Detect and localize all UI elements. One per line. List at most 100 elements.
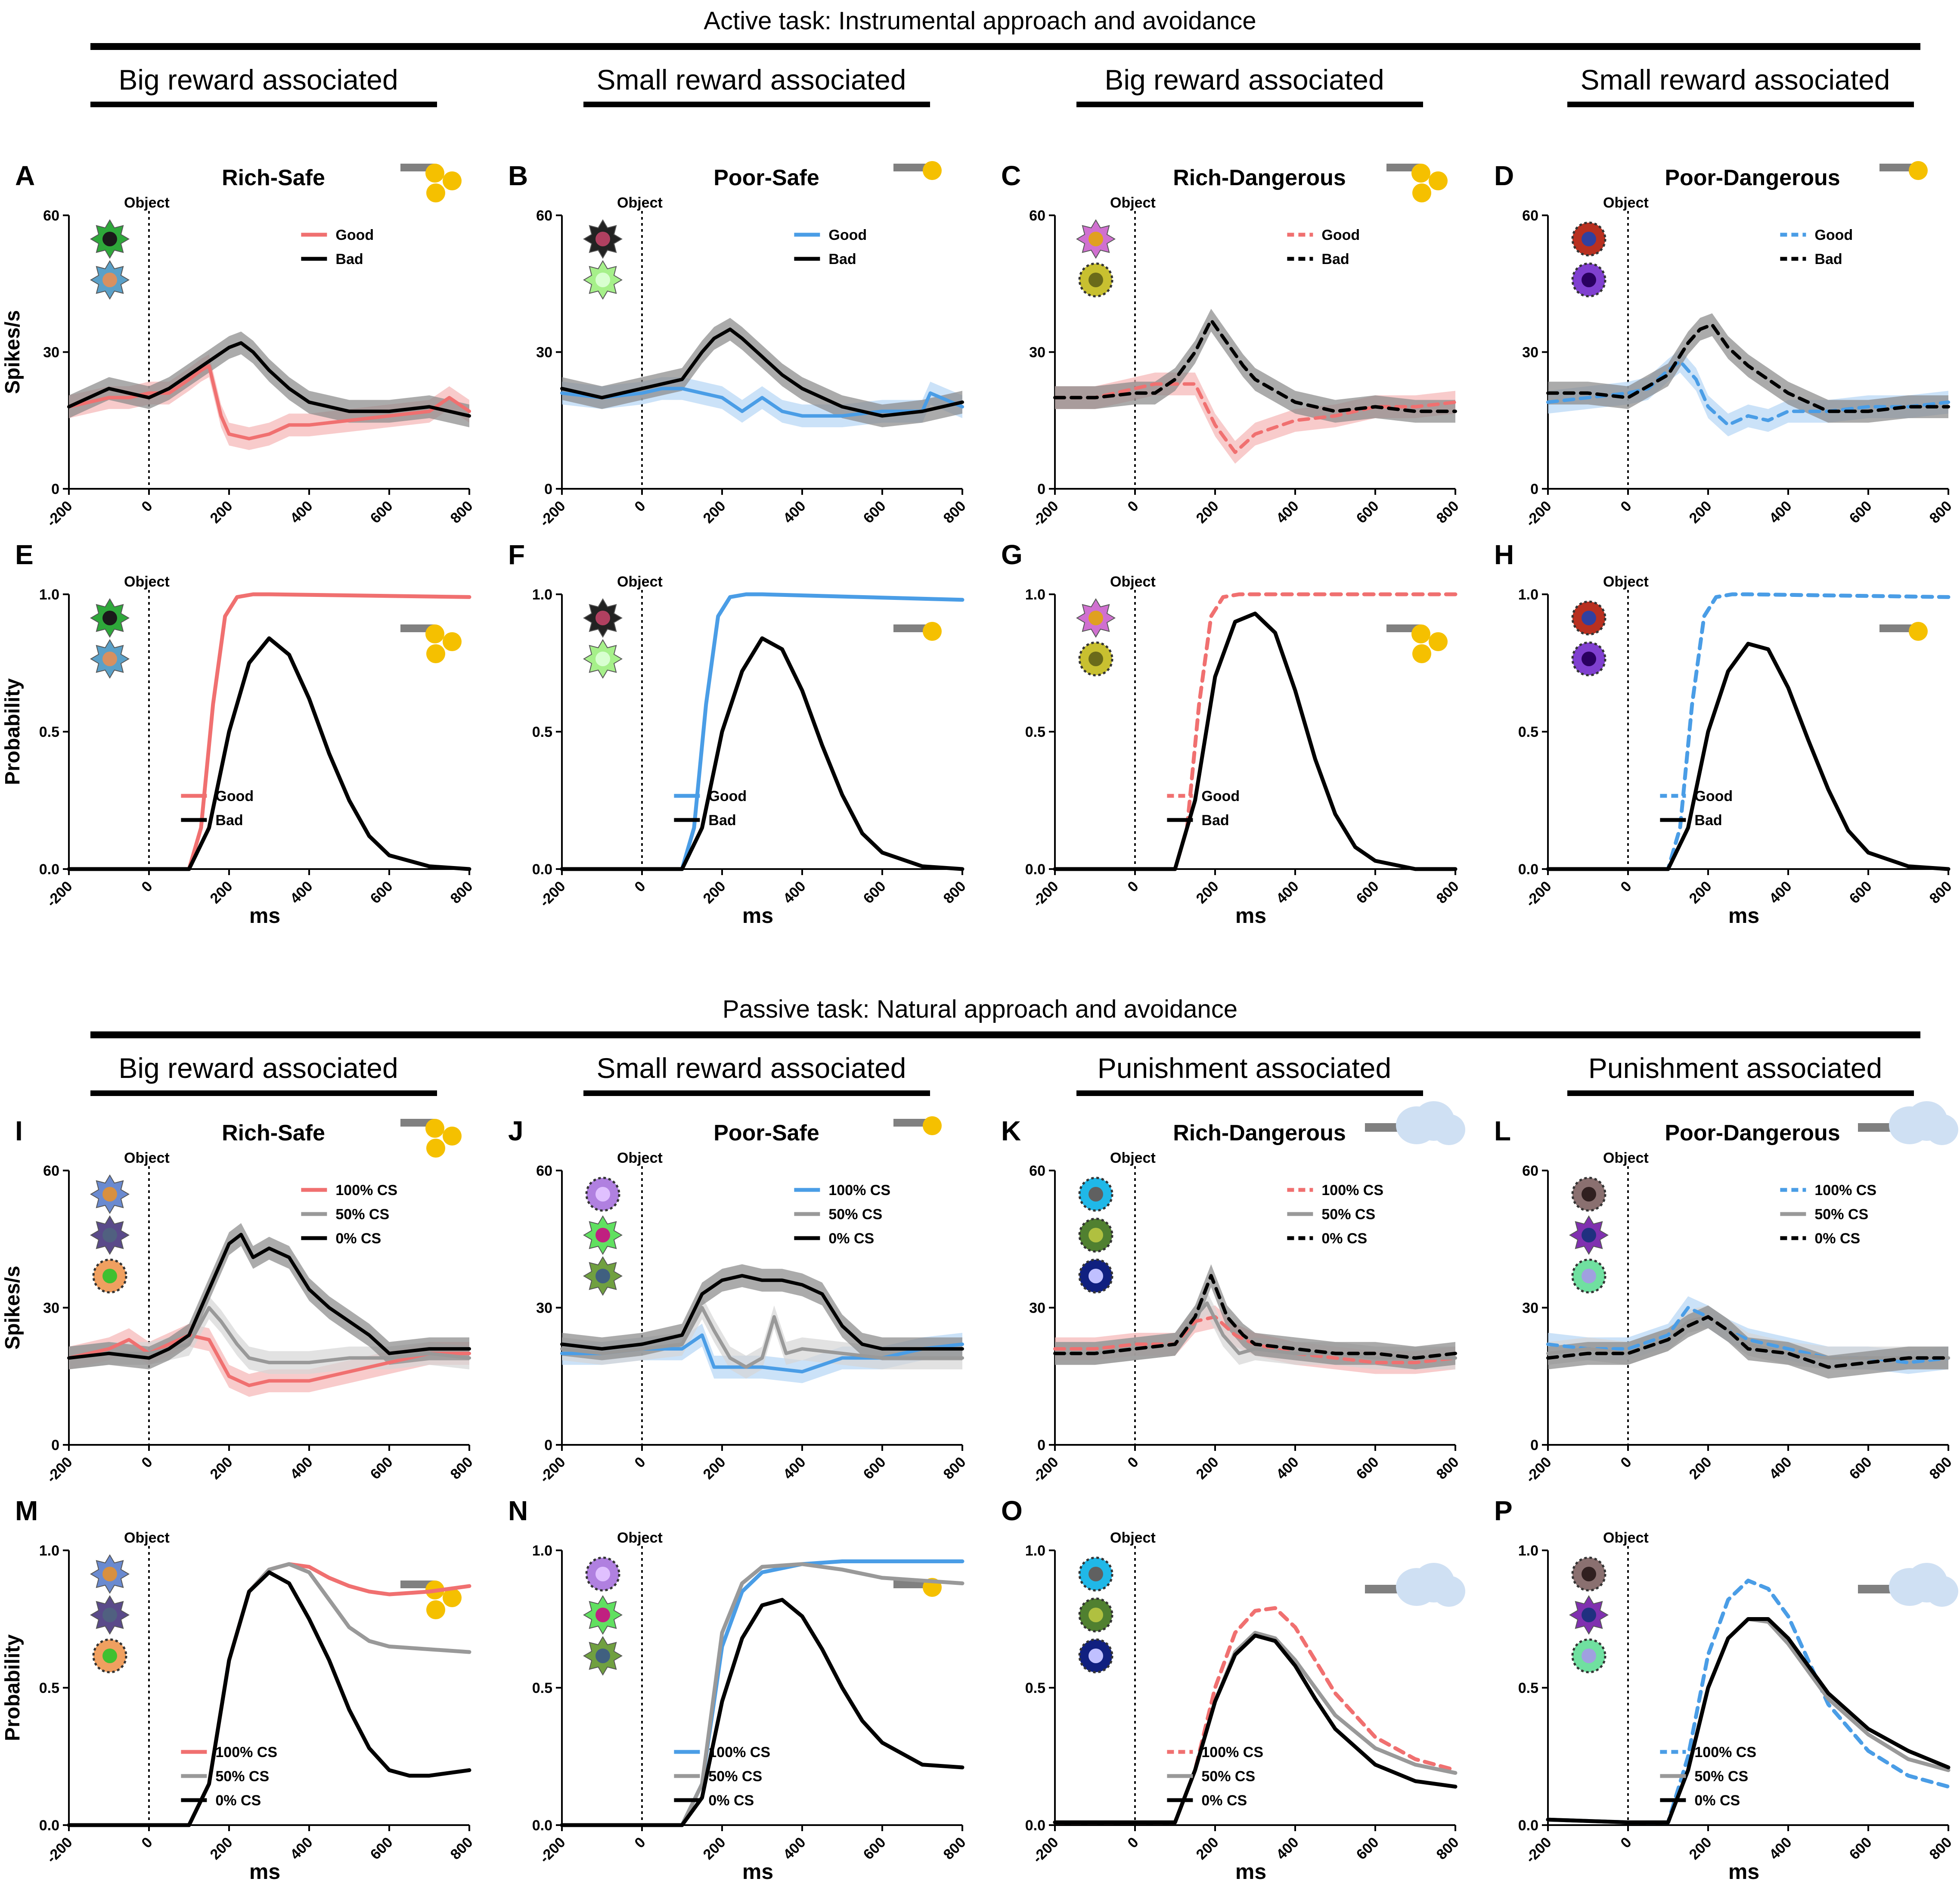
coin-icon xyxy=(1909,622,1928,641)
panel-letter: D xyxy=(1494,160,1514,191)
active-header-rule xyxy=(90,43,1920,50)
x-tick-label: 800 xyxy=(940,1834,969,1863)
y-tick-label: 60 xyxy=(1522,208,1538,224)
panel-P: P 0.0 0.5 1.0 -200 0 200 400 600 800 Object ms 100% … xyxy=(1494,1495,1958,1884)
panel-letter: L xyxy=(1494,1115,1511,1146)
panel-E: E 0.0 0.5 1.0 -200 0 200 400 600 800 Object Probabi… xyxy=(1,539,476,928)
airpuff-outcome-icon xyxy=(1858,1101,1958,1145)
stimulus-fractal-icon xyxy=(583,1595,623,1635)
fractal-core xyxy=(102,1649,117,1663)
fractal-core xyxy=(595,232,610,246)
fractal-core xyxy=(102,1608,117,1622)
x-tick-label: 0 xyxy=(1617,878,1634,895)
panel-letter: G xyxy=(1001,539,1023,570)
y-tick-label: 0.0 xyxy=(39,861,59,878)
x-tick-label: 400 xyxy=(780,498,809,527)
passive-header-rule xyxy=(90,1031,1920,1038)
y-tick-label: 0.0 xyxy=(39,1817,59,1834)
x-tick-label: -200 xyxy=(1030,1834,1062,1866)
stimulus-fractal-icon xyxy=(90,639,130,679)
y-tick-label: 0.0 xyxy=(532,861,552,878)
object-onset-label: Object xyxy=(1110,195,1156,211)
x-tick-label: -200 xyxy=(1030,878,1062,910)
x-axis-label: ms xyxy=(249,904,280,928)
x-tick-label: 600 xyxy=(860,1454,889,1483)
active-sub-header-3: Big reward associated xyxy=(1104,64,1384,96)
y-tick-label: 0.5 xyxy=(39,1680,59,1696)
y-tick-label: 0 xyxy=(51,481,59,497)
x-tick-label: -200 xyxy=(43,1834,76,1866)
y-tick-label: 0 xyxy=(51,1437,59,1453)
legend: 100% CS 50% CS 0% CS xyxy=(794,1182,890,1247)
legend-label: Good xyxy=(335,227,374,243)
active-sub-header-rule-2 xyxy=(583,102,930,107)
coin-icon xyxy=(426,1600,445,1619)
x-tick-label: 200 xyxy=(207,1454,236,1483)
x-tick-label: -200 xyxy=(1523,878,1555,910)
object-onset-label: Object xyxy=(617,1150,663,1166)
coin-icon xyxy=(426,183,445,202)
object-onset-label: Object xyxy=(1603,1150,1649,1166)
legend-label: 100% CS xyxy=(828,1182,890,1199)
legend: 100% CS 50% CS 0% CS xyxy=(181,1744,277,1809)
x-tick-label: 0 xyxy=(1124,1454,1141,1471)
legend-label: 0% CS xyxy=(1694,1792,1740,1809)
outcome-bar xyxy=(893,164,928,171)
coin-icon xyxy=(443,1588,462,1607)
legend-label: 50% CS xyxy=(1201,1768,1255,1785)
fractal-core xyxy=(1089,232,1103,246)
x-tick-label: 800 xyxy=(1926,1454,1955,1483)
fractal-core xyxy=(595,1567,610,1581)
cloud-puff xyxy=(1433,1114,1465,1145)
legend-label: 0% CS xyxy=(1201,1792,1247,1809)
legend-label: 50% CS xyxy=(1694,1768,1748,1785)
y-tick-label: 30 xyxy=(43,1300,59,1317)
fractal-core xyxy=(102,1187,117,1202)
series-line-good xyxy=(1546,592,1951,871)
x-tick-label: -200 xyxy=(537,1454,569,1486)
x-tick-label: 0 xyxy=(138,498,155,515)
coin-icon xyxy=(425,624,444,643)
stimulus-fractal-icon xyxy=(1078,262,1113,298)
object-onset-label: Object xyxy=(1110,1530,1156,1546)
coin-icon xyxy=(1412,183,1431,202)
stimulus-fractal-icon xyxy=(90,1174,130,1214)
legend-label: 100% CS xyxy=(215,1744,277,1761)
series-line-50-cs xyxy=(67,1562,471,1827)
stimulus-fractal-icon xyxy=(1569,1215,1609,1255)
x-tick-label: 600 xyxy=(1846,1834,1875,1863)
x-tick-label: -200 xyxy=(537,1834,569,1866)
x-tick-label: 600 xyxy=(1353,1454,1382,1483)
fractal-core xyxy=(595,1608,610,1622)
stimulus-fractal-icon xyxy=(1078,1217,1113,1253)
y-tick-label: 0 xyxy=(544,1437,552,1453)
x-tick-label: 0 xyxy=(1617,498,1634,515)
y-tick-label: 30 xyxy=(1522,1300,1538,1317)
x-tick-label: -200 xyxy=(43,878,76,910)
x-tick-label: -200 xyxy=(537,498,569,530)
stimulus-fractal-icon xyxy=(585,1556,620,1592)
fractal-core xyxy=(595,1269,610,1283)
coin-icon xyxy=(1429,632,1448,651)
fractal-core xyxy=(1582,1269,1596,1283)
series-line-100-cs xyxy=(1053,1606,1458,1825)
stimulus-fractal-icon xyxy=(90,598,130,638)
series-line-bad xyxy=(67,636,471,871)
legend: Good Bad xyxy=(301,227,374,267)
outcome-bar xyxy=(1879,164,1914,171)
active-sub-header-1: Big reward associated xyxy=(118,64,398,96)
x-axis-label: ms xyxy=(742,904,773,928)
legend-label: Good xyxy=(1694,788,1733,804)
stimulus-fractal-icon xyxy=(583,219,623,259)
y-tick-label: 0 xyxy=(544,481,552,497)
fractal-core xyxy=(102,611,117,625)
x-tick-label: 600 xyxy=(860,498,889,527)
y-tick-label: 1.0 xyxy=(39,587,59,603)
fractal-core xyxy=(1089,652,1103,666)
stimulus-fractal-icon xyxy=(583,1636,623,1676)
coin-icon xyxy=(443,171,462,190)
passive-sub-header-4: Punishment associated xyxy=(1588,1052,1882,1084)
